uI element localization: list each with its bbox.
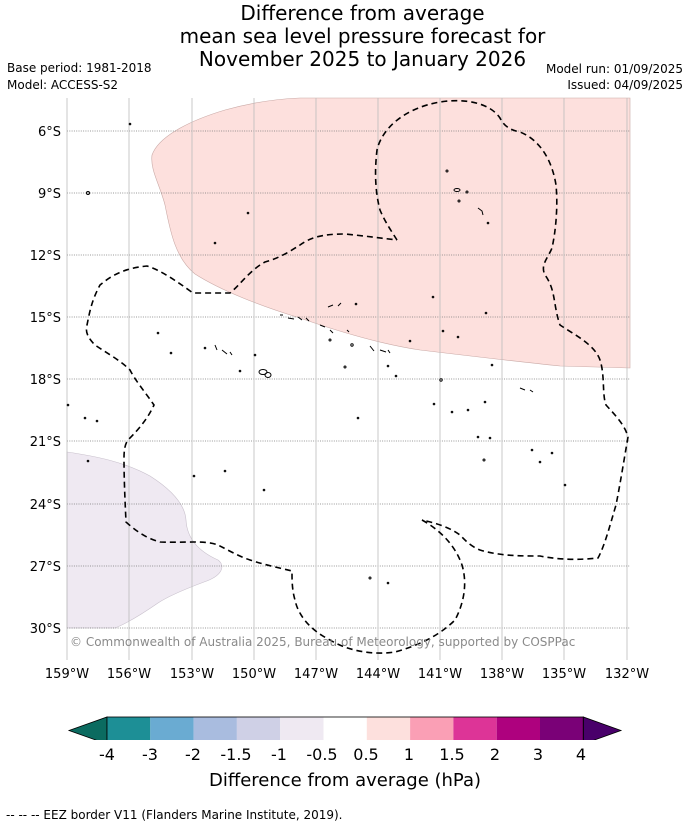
colorbar-tick-label: -4 [99, 745, 115, 764]
lat-tick-label: 27°S [30, 560, 61, 575]
copyright-notice: © Commonwealth of Australia 2025, Bureau… [70, 635, 575, 649]
lon-tick-label: 135°W [542, 667, 586, 682]
colorbar-tick-label: -2 [185, 745, 201, 764]
colorbar-tick-label: 2 [489, 745, 501, 764]
lon-tick-label: 144°W [356, 667, 400, 682]
colorbar-swatch [453, 717, 497, 740]
title-line-3: November 2025 to January 2026 [198, 47, 527, 71]
lat-tick-label: 30°S [30, 622, 61, 637]
model-run: Model run: 01/09/2025 [545, 62, 683, 76]
longitude-gridlines [66, 98, 628, 660]
colorbar-under-arrow [67, 716, 108, 740]
lat-tick-label: 9°S [38, 187, 61, 202]
colorbar-swatch [150, 717, 194, 740]
lon-tick-label: 153°W [170, 667, 214, 682]
title-line-2: mean sea level pressure forecast for [179, 24, 546, 48]
lat-tick-label: 18°S [30, 373, 61, 388]
title-line-1: Difference from average [240, 1, 485, 25]
colorbar-swatch [410, 717, 454, 740]
lat-tick-label: 15°S [30, 311, 61, 326]
colorbar-swatch [366, 717, 411, 740]
map-plot: 6°S 9°S 12°S 15°S 18°S 21°S 24°S 27°S 30… [30, 97, 649, 740]
lon-tick-label: 147°W [294, 667, 338, 682]
colorbar-tick-label: 3 [532, 745, 544, 764]
lon-tick-label: 132°W [605, 667, 649, 682]
colorbar-tick-label: -0.5 [306, 745, 338, 764]
colorbar-tick-label: -3 [142, 745, 158, 764]
colorbar-tick-label: -1 [271, 745, 287, 764]
lon-tick-label: 150°W [232, 667, 276, 682]
negative-anomaly-region [66, 451, 223, 629]
eez-footnote: -- -- -- EEZ border V11 (Flanders Marine… [6, 808, 343, 822]
colorbar-swatch [540, 717, 584, 740]
colorbar-swatch [323, 717, 367, 740]
colorbar-swatch [193, 717, 237, 740]
lat-tick-label: 12°S [30, 249, 61, 264]
latitude-tick-labels: 6°S 9°S 12°S 15°S 18°S 21°S 24°S 27°S 30… [30, 125, 61, 637]
colorbar-label: Difference from average (hPa) [208, 770, 482, 791]
lon-tick-label: 156°W [107, 667, 151, 682]
issued-date: Issued: 04/09/2025 [567, 78, 683, 92]
colorbar-swatch [280, 717, 324, 740]
model-name: Model: ACCESS-S2 [7, 78, 119, 92]
colorbar-tick-label: 1.5 [439, 745, 465, 764]
colorbar-over-arrow [582, 716, 623, 740]
longitude-tick-labels: 159°W 156°W 153°W 150°W 147°W 144°W 141°… [45, 667, 649, 682]
lat-tick-label: 6°S [38, 125, 61, 140]
colorbar-swatch [236, 717, 281, 740]
colorbar-tick-label: 0.5 [353, 745, 379, 764]
lon-tick-label: 159°W [45, 667, 89, 682]
base-period: Base period: 1981-2018 [7, 61, 152, 75]
colorbar-swatch [107, 717, 151, 740]
colorbar [67, 716, 623, 740]
colorbar-tick-label: 4 [575, 745, 587, 764]
colorbar-tick-label: -1.5 [220, 745, 252, 764]
lon-tick-label: 138°W [480, 667, 524, 682]
colorbar-frame [106, 716, 584, 740]
eez-border-north [374, 99, 629, 561]
lon-tick-label: 141°W [418, 667, 462, 682]
colorbar-swatch [496, 717, 540, 740]
positive-anomaly-region [151, 97, 631, 369]
colorbar-tick-label: 1 [403, 745, 415, 764]
eez-border-south [85, 233, 466, 654]
latitude-gridlines [67, 130, 630, 629]
lat-tick-label: 21°S [30, 435, 61, 450]
islands [66, 122, 567, 585]
lat-tick-label: 24°S [30, 498, 61, 513]
